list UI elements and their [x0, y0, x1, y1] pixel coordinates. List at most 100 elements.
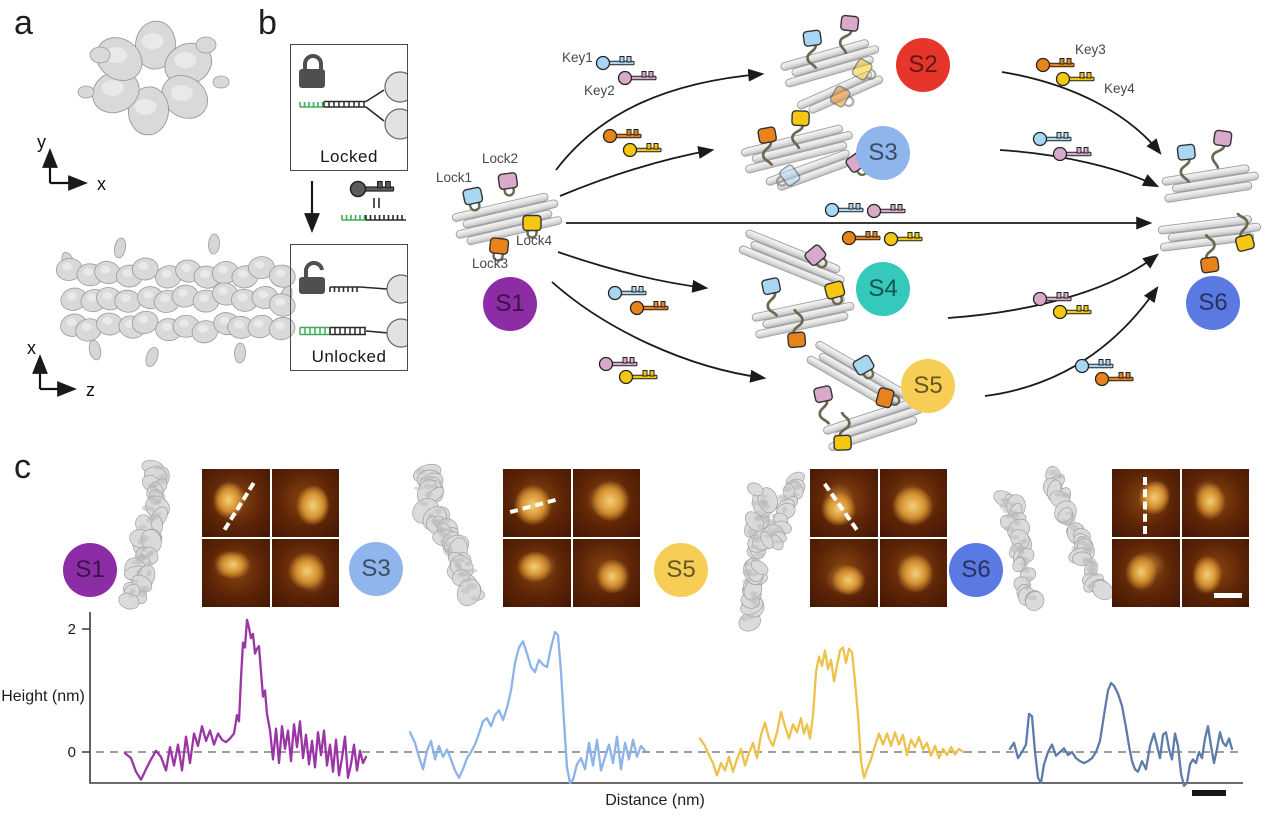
key-icon — [617, 70, 657, 86]
key-icon — [618, 369, 658, 385]
axis-label-z: z — [86, 380, 95, 400]
key-icon — [1055, 71, 1095, 87]
lock-open-icon — [787, 308, 807, 349]
unlocked-label: Unlocked — [311, 347, 387, 366]
afm-image-S5-4 — [879, 539, 947, 607]
afm-image-grid-S1 — [202, 469, 339, 607]
panel-c-letter: c — [14, 448, 31, 486]
state-badge-S5-panel-b: S5 — [901, 359, 955, 413]
axis-label-x-top: x — [97, 174, 106, 194]
afm-image-S6-3 — [1112, 539, 1180, 607]
chart-x-axis-title: Distance (nm) — [605, 792, 705, 809]
lock-open-icon — [757, 126, 777, 167]
panel-b-letter: b — [258, 4, 277, 42]
key-icon — [1094, 371, 1134, 387]
state-structures — [451, 14, 1262, 451]
key-icon — [1052, 304, 1092, 320]
route-keys-S1-to-S4 — [607, 285, 669, 316]
key-icon — [602, 128, 642, 144]
lock-open-icon — [802, 29, 822, 70]
dna-bundle — [1161, 164, 1259, 203]
route-keys-S1-to-S3 — [602, 128, 662, 158]
height-profile-chart: 2 0 — [68, 612, 1243, 787]
cross-section-line-S6 — [1143, 477, 1147, 534]
unlocked-schematic-art — [299, 260, 408, 348]
key-label-Key4: Key4 — [1104, 81, 1135, 96]
state-badge-S1-panel-c: S1 — [63, 543, 117, 597]
height-profile-traces — [123, 618, 1234, 787]
axis-label-y: y — [37, 132, 46, 152]
locked-label: Locked — [320, 147, 378, 166]
route-keys-S1-to-S5 — [598, 356, 658, 385]
equals-icon — [373, 198, 380, 208]
lock-closed-icon — [804, 244, 828, 269]
key-icon — [866, 203, 906, 219]
afm-image-grid-S6 — [1112, 469, 1249, 607]
structure-S6-b — [1042, 465, 1114, 601]
afm-image-S3-1 — [503, 469, 571, 537]
lock-closed-icon — [852, 354, 875, 380]
key-icon — [1035, 57, 1075, 73]
key-icon — [883, 231, 923, 247]
route-keys-S2-to-S6 — [1035, 57, 1095, 87]
arrow-S1-to-S3 — [559, 146, 715, 197]
afm-image-S6-2 — [1181, 469, 1249, 537]
state-structure-S4 — [738, 229, 855, 349]
afm-image-grid-S5 — [810, 469, 947, 607]
height-profile-trace-S1 — [123, 618, 368, 781]
lock-label-Lock4: Lock4 — [516, 233, 553, 248]
afm-image-S1-2 — [271, 469, 339, 537]
route-keys-S3-to-S6 — [1032, 131, 1092, 162]
height-profile-trace-S3 — [408, 630, 647, 784]
key-label-Key3: Key3 — [1075, 42, 1106, 57]
state-badge-S1-panel-b: S1 — [483, 277, 537, 331]
structure-S5-main — [738, 482, 778, 632]
side-view-axes: x z — [27, 338, 95, 400]
state-structure-S3 — [740, 110, 868, 191]
key-icon — [1074, 358, 1114, 374]
lock-closed-icon — [829, 85, 855, 108]
lock-open-icon — [813, 385, 833, 425]
state-structure-S5 — [806, 340, 923, 451]
panel-a-letter: a — [14, 4, 33, 42]
chart-axes — [89, 612, 1243, 784]
axis-label-x-side: x — [27, 338, 36, 358]
padlock-closed-icon — [303, 54, 323, 69]
state-badge-S2-panel-b: S2 — [896, 38, 950, 92]
key-icons — [595, 55, 1134, 387]
state-transition-arrows — [551, 68, 1162, 397]
lock-label-Lock1: Lock1 — [436, 170, 473, 185]
lock-closed-icon — [522, 214, 542, 239]
lock-closed-icon — [824, 280, 846, 306]
structure-S6-a — [993, 490, 1045, 612]
structure-top-view — [77, 20, 230, 136]
height-profile-trace-S6 — [1008, 681, 1234, 787]
state-badge-S3-panel-c: S3 — [349, 542, 403, 596]
afm-image-S5-3 — [810, 539, 878, 607]
unlocked-box: Unlocked — [290, 244, 408, 371]
lock-open-icon — [838, 14, 860, 54]
padlock-open-body — [299, 277, 325, 294]
key-icon — [1032, 131, 1072, 147]
arrow-S5-to-S6 — [984, 285, 1159, 397]
arrow-S2-to-S6 — [1001, 71, 1162, 155]
lock-open-icon — [1234, 212, 1255, 252]
key-icon — [629, 300, 669, 316]
key-icon — [349, 180, 395, 198]
locked-box: Locked — [290, 44, 408, 171]
state-badge-S6-panel-c: S6 — [949, 543, 1003, 597]
padlock-closed-body — [299, 69, 325, 88]
structure-side-view — [55, 233, 296, 368]
key-icon — [841, 230, 881, 246]
lock-open-icon — [1176, 143, 1196, 184]
state-structure-S2 — [780, 14, 884, 114]
structure-S1 — [118, 459, 170, 610]
route-keys-S5-to-S6 — [1074, 358, 1134, 387]
lock-closed-icon — [851, 58, 877, 81]
unlocking-key-art — [304, 180, 406, 233]
panel-a-structures — [55, 20, 296, 368]
state-badge-S3-panel-b: S3 — [856, 126, 910, 180]
lock-closed-icon — [875, 387, 901, 409]
